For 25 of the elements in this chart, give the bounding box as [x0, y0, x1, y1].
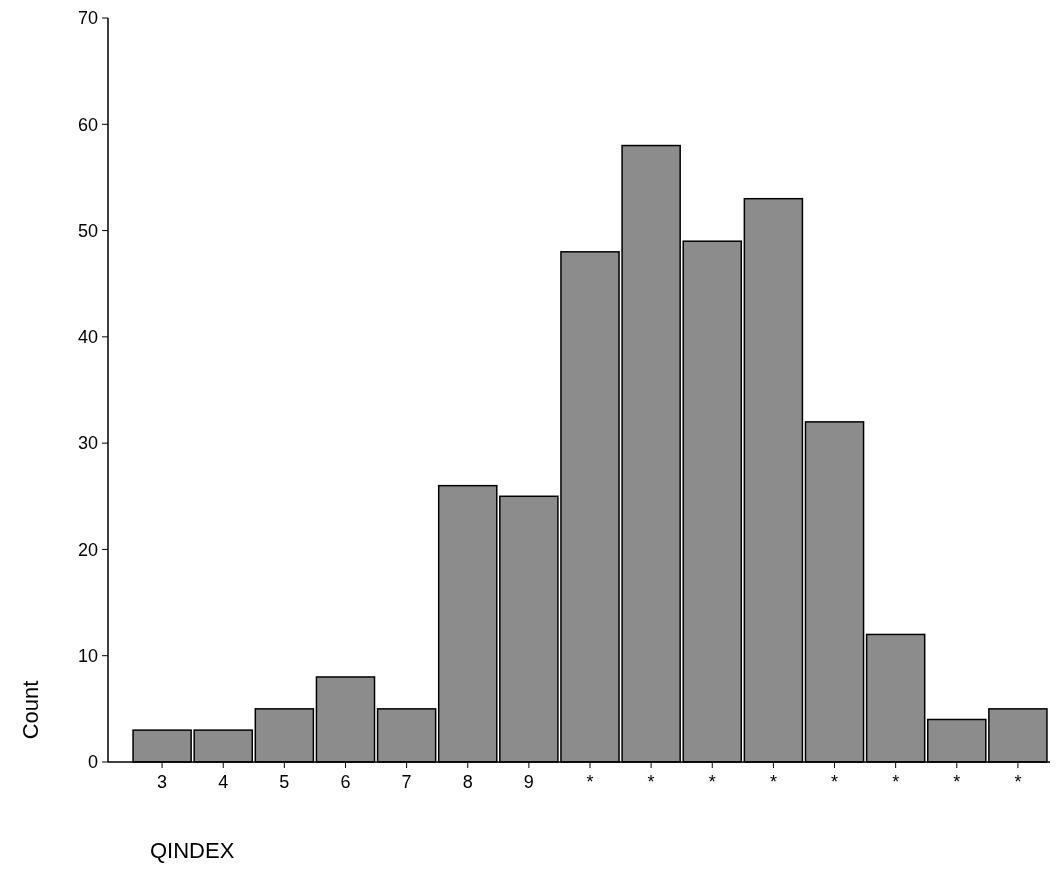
x-tick-label: 4	[218, 772, 229, 792]
x-axis-title: QINDEX	[150, 838, 235, 863]
y-tick-label: 20	[77, 539, 98, 560]
x-tick-label: *	[1014, 772, 1022, 792]
y-tick-label: 10	[77, 646, 98, 667]
y-tick-label: 30	[77, 433, 98, 454]
y-tick-label: 0	[87, 752, 98, 773]
y-axis-title: Count	[18, 680, 43, 740]
y-tick-label: 70	[77, 8, 98, 29]
x-tick-label: *	[831, 772, 839, 792]
x-tick-label: *	[769, 772, 777, 792]
x-tick-label: 8	[462, 772, 473, 792]
x-tick-label: *	[647, 772, 655, 792]
x-tick-label: *	[586, 772, 594, 792]
y-tick-label: 40	[77, 327, 98, 348]
x-tick-label: *	[953, 772, 961, 792]
x-tick-label: 6	[340, 772, 351, 792]
x-tick-label: 9	[523, 772, 534, 792]
x-tick-label: *	[892, 772, 900, 792]
x-tick-label: 5	[279, 772, 290, 792]
x-tick-label: *	[708, 772, 716, 792]
y-tick-label: 50	[77, 220, 98, 241]
x-tick-label: 3	[157, 772, 168, 792]
x-tick-label: 7	[401, 772, 412, 792]
y-tick-label: 60	[77, 114, 98, 135]
